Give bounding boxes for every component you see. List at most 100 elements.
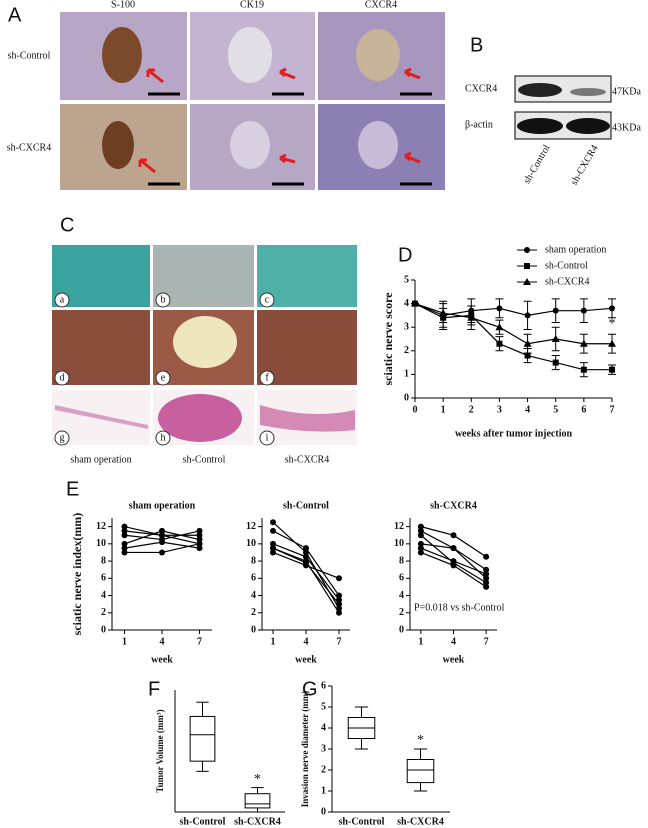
marker [450, 545, 457, 552]
y-tick-label: 2 [399, 607, 404, 618]
y-tick-label: 10 [394, 538, 404, 549]
legend-marker [524, 247, 530, 253]
y-tick-label: 4 [399, 590, 404, 601]
marker [417, 523, 424, 530]
y-tick-label: 10 [96, 538, 106, 549]
marker [336, 601, 342, 608]
y-tick-label: 12 [96, 521, 106, 532]
series-line [414, 303, 613, 317]
y-tick-label: 4 [101, 590, 106, 601]
tile-badge [259, 370, 275, 386]
legend-label: sh-CXCR4 [545, 276, 589, 287]
caption: sh-Control [183, 454, 226, 465]
marker [270, 519, 276, 526]
marker [609, 305, 615, 312]
marker [580, 366, 587, 373]
x-tick-label: 4 [525, 404, 530, 415]
column-header: CXCR4 [365, 0, 397, 10]
marker [467, 313, 476, 321]
x-tick-label: 0 [413, 404, 418, 415]
size-label: 47KDa [612, 86, 641, 97]
y-tick-label: 6 [399, 573, 404, 584]
marker [609, 366, 615, 373]
nerve [356, 29, 400, 81]
marker [196, 536, 203, 543]
x-tick-label: sh-CXCR4 [234, 816, 281, 827]
column-header: S-100 [111, 0, 135, 10]
chart-title: sham operation [129, 500, 196, 511]
y-tick-label: 2 [404, 345, 409, 356]
y-tick-label: 4 [251, 590, 256, 601]
arrows [138, 67, 421, 174]
marker [524, 352, 531, 359]
y-tick-label: 4 [404, 298, 409, 309]
y-tick-label: 1 [321, 785, 326, 796]
marker [121, 540, 128, 547]
x-axis-label: week [295, 654, 317, 665]
y-axis-label: sciatic nerve score [381, 292, 395, 386]
marker [270, 545, 276, 552]
column-header: CK19 [240, 0, 264, 10]
y-tick-label: 0 [251, 624, 256, 635]
marker [417, 540, 424, 547]
tile-badge [54, 370, 70, 386]
annotation: * [254, 772, 261, 787]
marker [196, 540, 203, 547]
x-tick-label: 7 [337, 636, 342, 647]
x-axis-label: weeks after tumor injection [455, 428, 573, 439]
y-tick-label: 2 [101, 607, 106, 618]
marker [495, 323, 504, 331]
nerve [228, 27, 272, 83]
y-tick-label: 12 [246, 521, 256, 532]
lane-label: sh-CXCR4 [569, 143, 601, 187]
tile-label: h [161, 432, 166, 443]
x-tick-label: 7 [610, 404, 615, 415]
panel-letter: A [8, 4, 22, 26]
x-axis-label: week [443, 654, 465, 665]
tile-badge [155, 370, 171, 386]
nerve [230, 121, 270, 169]
section [55, 405, 148, 429]
y-tick-label: 8 [101, 555, 106, 566]
marker [159, 549, 165, 556]
legend-label: sh-Control [545, 260, 588, 271]
x-tick-label: 4 [160, 636, 165, 647]
panel-letter: D [398, 244, 412, 266]
chart-title: sh-CXCR4 [430, 500, 477, 511]
x-axis-label: week [151, 654, 173, 665]
y-axis-label: Invasion nerve diameter (mm) [300, 691, 310, 808]
legend-marker [524, 263, 530, 269]
annotation: * [609, 316, 616, 331]
marker [551, 335, 560, 342]
x-tick-label: 1 [418, 636, 423, 647]
series-line [414, 303, 612, 345]
legend-label: sham operation [545, 244, 606, 255]
y-tick-label: 5 [321, 701, 326, 712]
section [158, 394, 242, 442]
tile-badge [54, 292, 70, 308]
marker [524, 312, 531, 319]
marker [159, 539, 165, 546]
photo [153, 245, 254, 307]
tile-badge [155, 292, 171, 308]
marker [196, 527, 203, 534]
marker [450, 532, 457, 539]
band [518, 83, 562, 97]
box [244, 793, 271, 809]
marker [483, 566, 490, 573]
y-tick-label: 8 [399, 555, 404, 566]
x-tick-label: 4 [304, 636, 309, 647]
band [570, 88, 606, 96]
series-line [414, 303, 612, 371]
marker [303, 545, 309, 552]
marker [159, 527, 165, 534]
tile-label: g [60, 432, 65, 443]
x-tick-label: 6 [581, 404, 586, 415]
marker [417, 532, 424, 539]
y-tick-label: 5 [404, 274, 409, 285]
section [260, 405, 355, 432]
x-tick-label: 3 [497, 404, 502, 415]
x-tick-label: 4 [451, 636, 456, 647]
photo [52, 310, 150, 385]
